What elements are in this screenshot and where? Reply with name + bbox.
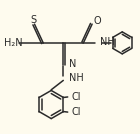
Text: S: S [30,15,37,25]
Text: Cl: Cl [71,92,81,102]
Text: Cl: Cl [71,107,81,117]
Text: O: O [93,16,101,26]
Text: NH: NH [69,73,83,83]
Text: H₂N: H₂N [4,38,22,48]
Text: N: N [69,59,76,69]
Text: NH: NH [100,37,115,47]
